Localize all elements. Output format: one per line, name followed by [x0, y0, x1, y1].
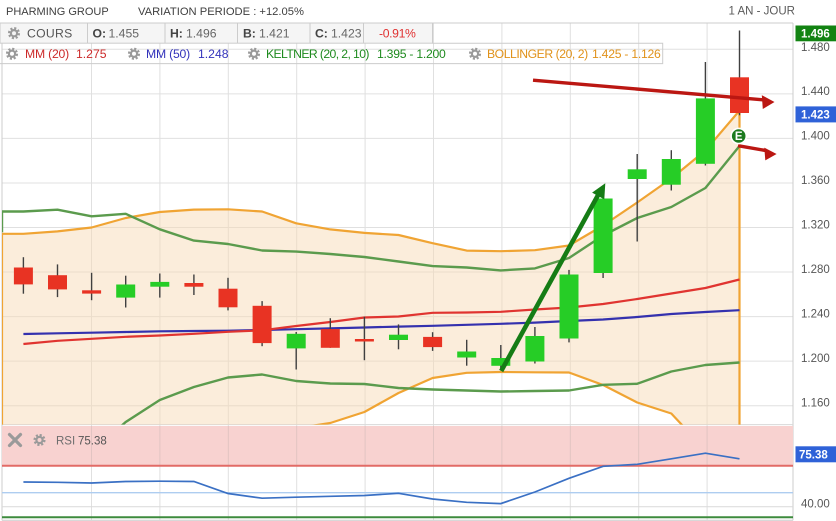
svg-text:1.440: 1.440	[801, 86, 830, 98]
svg-text:1 AN - JOUR: 1 AN - JOUR	[729, 6, 795, 18]
svg-text:40.00: 40.00	[801, 499, 830, 511]
svg-text:1.400: 1.400	[801, 130, 830, 142]
svg-text:1.280: 1.280	[801, 264, 830, 276]
svg-text:VARIATION PERIODE : +12.05%: VARIATION PERIODE : +12.05%	[138, 6, 304, 18]
svg-text:KELTNER (20, 2, 10): KELTNER (20, 2, 10)	[266, 47, 369, 61]
svg-text:1.423: 1.423	[801, 110, 830, 122]
svg-text:-0.91%: -0.91%	[379, 26, 416, 40]
svg-text:75.38: 75.38	[78, 435, 107, 447]
svg-text:1.160: 1.160	[801, 398, 830, 410]
svg-text:O:: O:	[93, 26, 107, 40]
svg-text:1.360: 1.360	[801, 175, 830, 187]
svg-text:1.421: 1.421	[259, 26, 290, 40]
svg-text:1.200: 1.200	[801, 353, 830, 365]
svg-text:1.240: 1.240	[801, 309, 830, 321]
svg-text:75.38: 75.38	[799, 450, 828, 462]
svg-text:1.496: 1.496	[186, 26, 217, 40]
svg-text:MM (50): MM (50)	[146, 47, 190, 61]
svg-text:COURS: COURS	[27, 26, 73, 40]
svg-text:1.423: 1.423	[331, 26, 362, 40]
svg-text:1.395 - 1.200: 1.395 - 1.200	[377, 47, 446, 61]
svg-text:1.480: 1.480	[801, 42, 830, 54]
svg-text:C:: C:	[315, 26, 328, 40]
svg-text:1.425 - 1.126: 1.425 - 1.126	[592, 47, 661, 61]
svg-text:H:: H:	[170, 26, 183, 40]
svg-text:PHARMING GROUP: PHARMING GROUP	[6, 6, 109, 18]
svg-text:BOLLINGER (20, 2): BOLLINGER (20, 2)	[487, 47, 588, 61]
svg-text:MM (20): MM (20)	[25, 47, 69, 61]
svg-text:1.248: 1.248	[198, 47, 229, 61]
svg-text:E: E	[735, 131, 743, 143]
svg-text:B:: B:	[243, 26, 256, 40]
svg-text:1.455: 1.455	[109, 26, 140, 40]
svg-text:1.496: 1.496	[801, 29, 830, 41]
svg-text:1.275: 1.275	[76, 47, 107, 61]
svg-text:RSI: RSI	[56, 435, 75, 447]
svg-text:1.320: 1.320	[801, 219, 830, 231]
